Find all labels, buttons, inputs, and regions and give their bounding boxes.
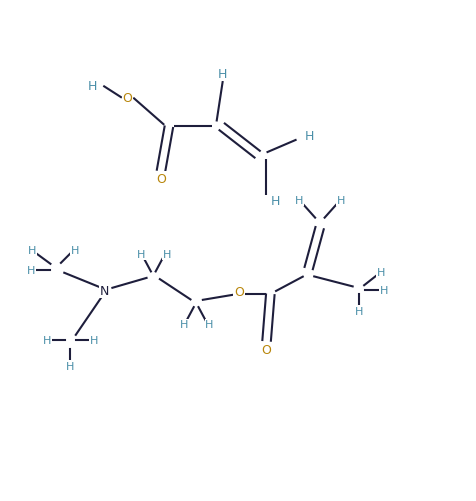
- Text: H: H: [270, 194, 280, 207]
- Text: O: O: [234, 286, 244, 299]
- Text: H: H: [218, 68, 228, 81]
- Text: H: H: [27, 265, 35, 275]
- Text: H: H: [71, 245, 79, 255]
- Text: H: H: [380, 286, 388, 296]
- Text: H: H: [295, 196, 304, 206]
- Text: H: H: [377, 268, 386, 278]
- Text: H: H: [305, 130, 314, 143]
- Text: H: H: [205, 320, 214, 330]
- Text: H: H: [90, 336, 99, 346]
- Text: H: H: [137, 250, 146, 260]
- Text: O: O: [262, 343, 271, 356]
- Text: O: O: [123, 92, 132, 105]
- Text: H: H: [355, 306, 364, 316]
- Text: H: H: [66, 361, 75, 371]
- Text: H: H: [42, 336, 51, 346]
- Text: H: H: [28, 246, 37, 256]
- Text: O: O: [156, 173, 166, 186]
- Text: H: H: [337, 196, 345, 206]
- Text: H: H: [88, 80, 98, 93]
- Text: N: N: [100, 285, 109, 298]
- Text: H: H: [162, 250, 171, 260]
- Text: H: H: [180, 320, 188, 330]
